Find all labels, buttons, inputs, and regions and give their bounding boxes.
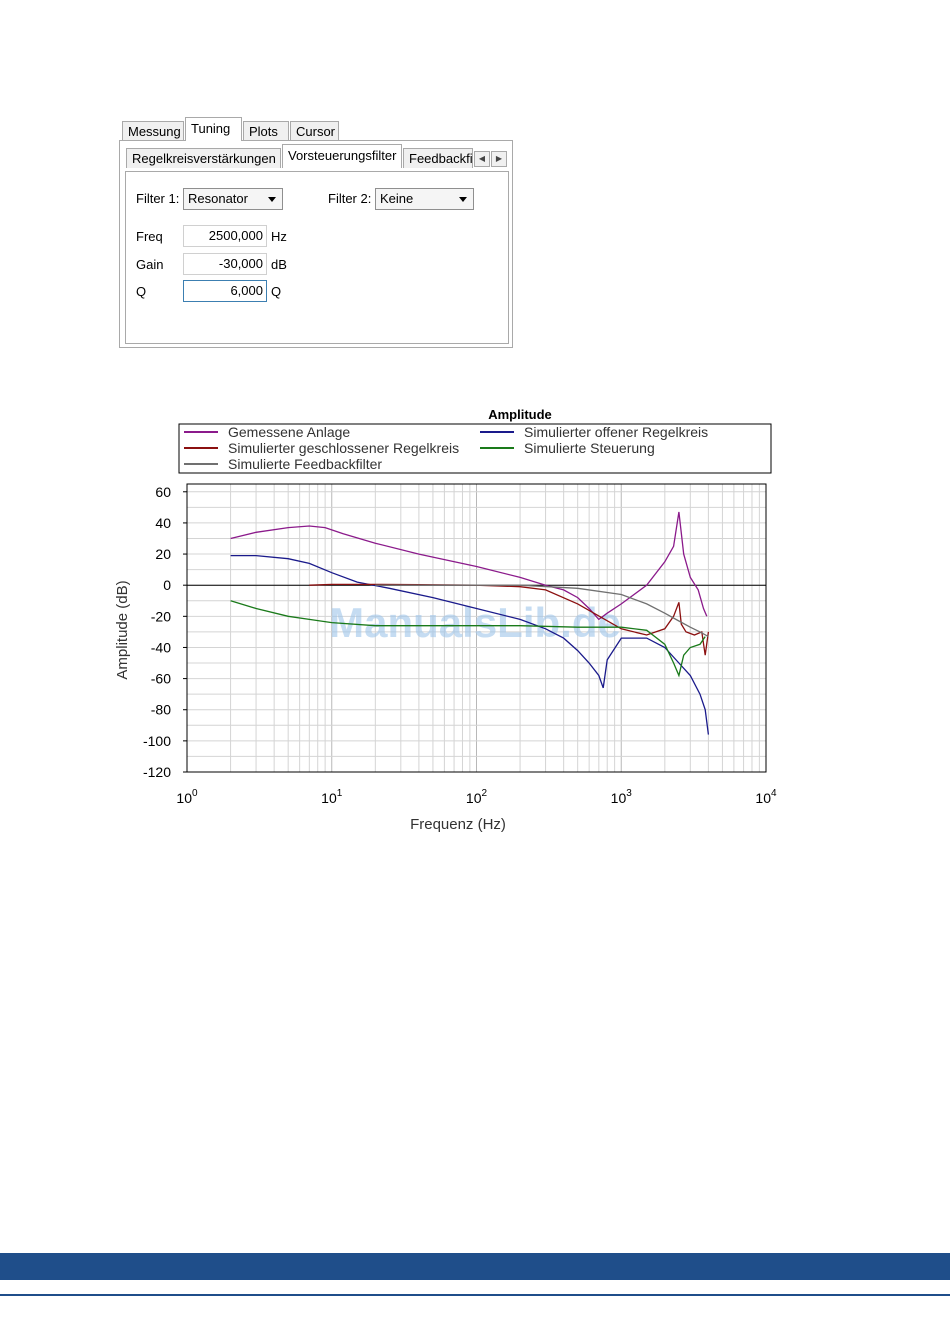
chevron-down-icon bbox=[268, 197, 276, 202]
footer-line bbox=[0, 1294, 950, 1296]
top-tab-bar: Messung Tuning Plots Cursor bbox=[122, 117, 340, 141]
series-line bbox=[230, 554, 710, 735]
series-line bbox=[375, 584, 709, 638]
filter2-value: Keine bbox=[380, 191, 414, 206]
footer-band bbox=[0, 1253, 950, 1280]
x-tick-label: 100 bbox=[176, 788, 198, 806]
q-input[interactable]: 6,000 bbox=[183, 280, 267, 302]
y-tick-label: -40 bbox=[151, 639, 171, 655]
freq-input[interactable]: 2500,000 bbox=[183, 225, 267, 247]
tab-plots[interactable]: Plots bbox=[243, 121, 289, 141]
y-tick-label: -80 bbox=[151, 702, 171, 718]
x-tick-label: 104 bbox=[755, 788, 777, 806]
freq-label: Freq bbox=[136, 229, 163, 244]
legend-label: Simulierte Steuerung bbox=[524, 440, 655, 456]
gain-input[interactable]: -30,000 bbox=[183, 253, 267, 275]
sub-tab-bar: Regelkreisverstärkungen Vorsteuerungsfil… bbox=[126, 144, 474, 168]
filter1-label: Filter 1: bbox=[136, 191, 180, 206]
gain-label: Gain bbox=[136, 257, 164, 272]
x-tick-label: 103 bbox=[611, 788, 633, 806]
inner-tab-panel: Filter 1: Resonator Filter 2: Keine Freq… bbox=[125, 171, 509, 344]
y-axis-label: Amplitude (dB) bbox=[114, 580, 131, 679]
y-tick-label: -60 bbox=[151, 671, 171, 687]
q-label: Q bbox=[136, 284, 147, 299]
series-line bbox=[230, 600, 706, 678]
tab-vorsteuerungsfilter[interactable]: Vorsteuerungsfilter bbox=[282, 144, 402, 168]
arrow-right-icon[interactable]: ▶ bbox=[491, 151, 507, 167]
y-tick-label: 0 bbox=[163, 577, 171, 593]
y-tick-label: 20 bbox=[155, 546, 171, 562]
filter1-select[interactable]: Resonator bbox=[183, 188, 283, 210]
chevron-down-icon bbox=[459, 197, 467, 202]
plot-frame bbox=[186, 483, 767, 773]
freq-unit: Hz bbox=[271, 229, 287, 244]
tab-tuning[interactable]: Tuning bbox=[185, 117, 242, 141]
gain-unit: dB bbox=[271, 257, 287, 272]
legend-label: Simulierter geschlossener Regelkreis bbox=[228, 440, 459, 456]
legend-box bbox=[178, 423, 772, 474]
legend-label: Simulierter offener Regelkreis bbox=[524, 424, 708, 440]
series-line bbox=[230, 511, 708, 621]
x-axis-label: Frequenz (Hz) bbox=[410, 816, 506, 833]
legend-label: Simulierte Feedbackfilter bbox=[228, 456, 382, 472]
tuning-panel: Messung Tuning Plots Cursor Regelkreisve… bbox=[119, 117, 513, 348]
legend-label: Gemessene Anlage bbox=[228, 424, 350, 440]
q-unit: Q bbox=[271, 284, 282, 299]
filter1-value: Resonator bbox=[188, 191, 248, 206]
outer-tab-panel: Regelkreisverstärkungen Vorsteuerungsfil… bbox=[119, 140, 513, 348]
y-tick-label: 60 bbox=[155, 484, 171, 500]
tab-messung[interactable]: Messung bbox=[122, 121, 184, 141]
y-tick-label: -20 bbox=[151, 608, 171, 624]
arrow-left-icon[interactable]: ◀ bbox=[474, 151, 490, 167]
tab-feedbackfilter[interactable]: Feedbackfi bbox=[403, 148, 473, 168]
tab-cursor[interactable]: Cursor bbox=[290, 121, 339, 141]
y-tick-label: -120 bbox=[143, 764, 171, 780]
x-tick-label: 101 bbox=[321, 788, 343, 806]
y-tick-label: -100 bbox=[143, 733, 171, 749]
tab-regelkreisverstaerkungen[interactable]: Regelkreisverstärkungen bbox=[126, 148, 281, 168]
watermark: ManualsLib.de bbox=[329, 599, 621, 646]
y-tick-label: 40 bbox=[155, 515, 171, 531]
amplitude-chart: 60 40 20 0 -20 -40 -60 -80 -100 -120 100 101 102 103 1… bbox=[114, 407, 777, 833]
chart-title: Amplitude bbox=[488, 407, 552, 422]
x-tick-label: 102 bbox=[466, 788, 488, 806]
filter2-select[interactable]: Keine bbox=[375, 188, 474, 210]
filter2-label: Filter 2: bbox=[328, 191, 372, 206]
